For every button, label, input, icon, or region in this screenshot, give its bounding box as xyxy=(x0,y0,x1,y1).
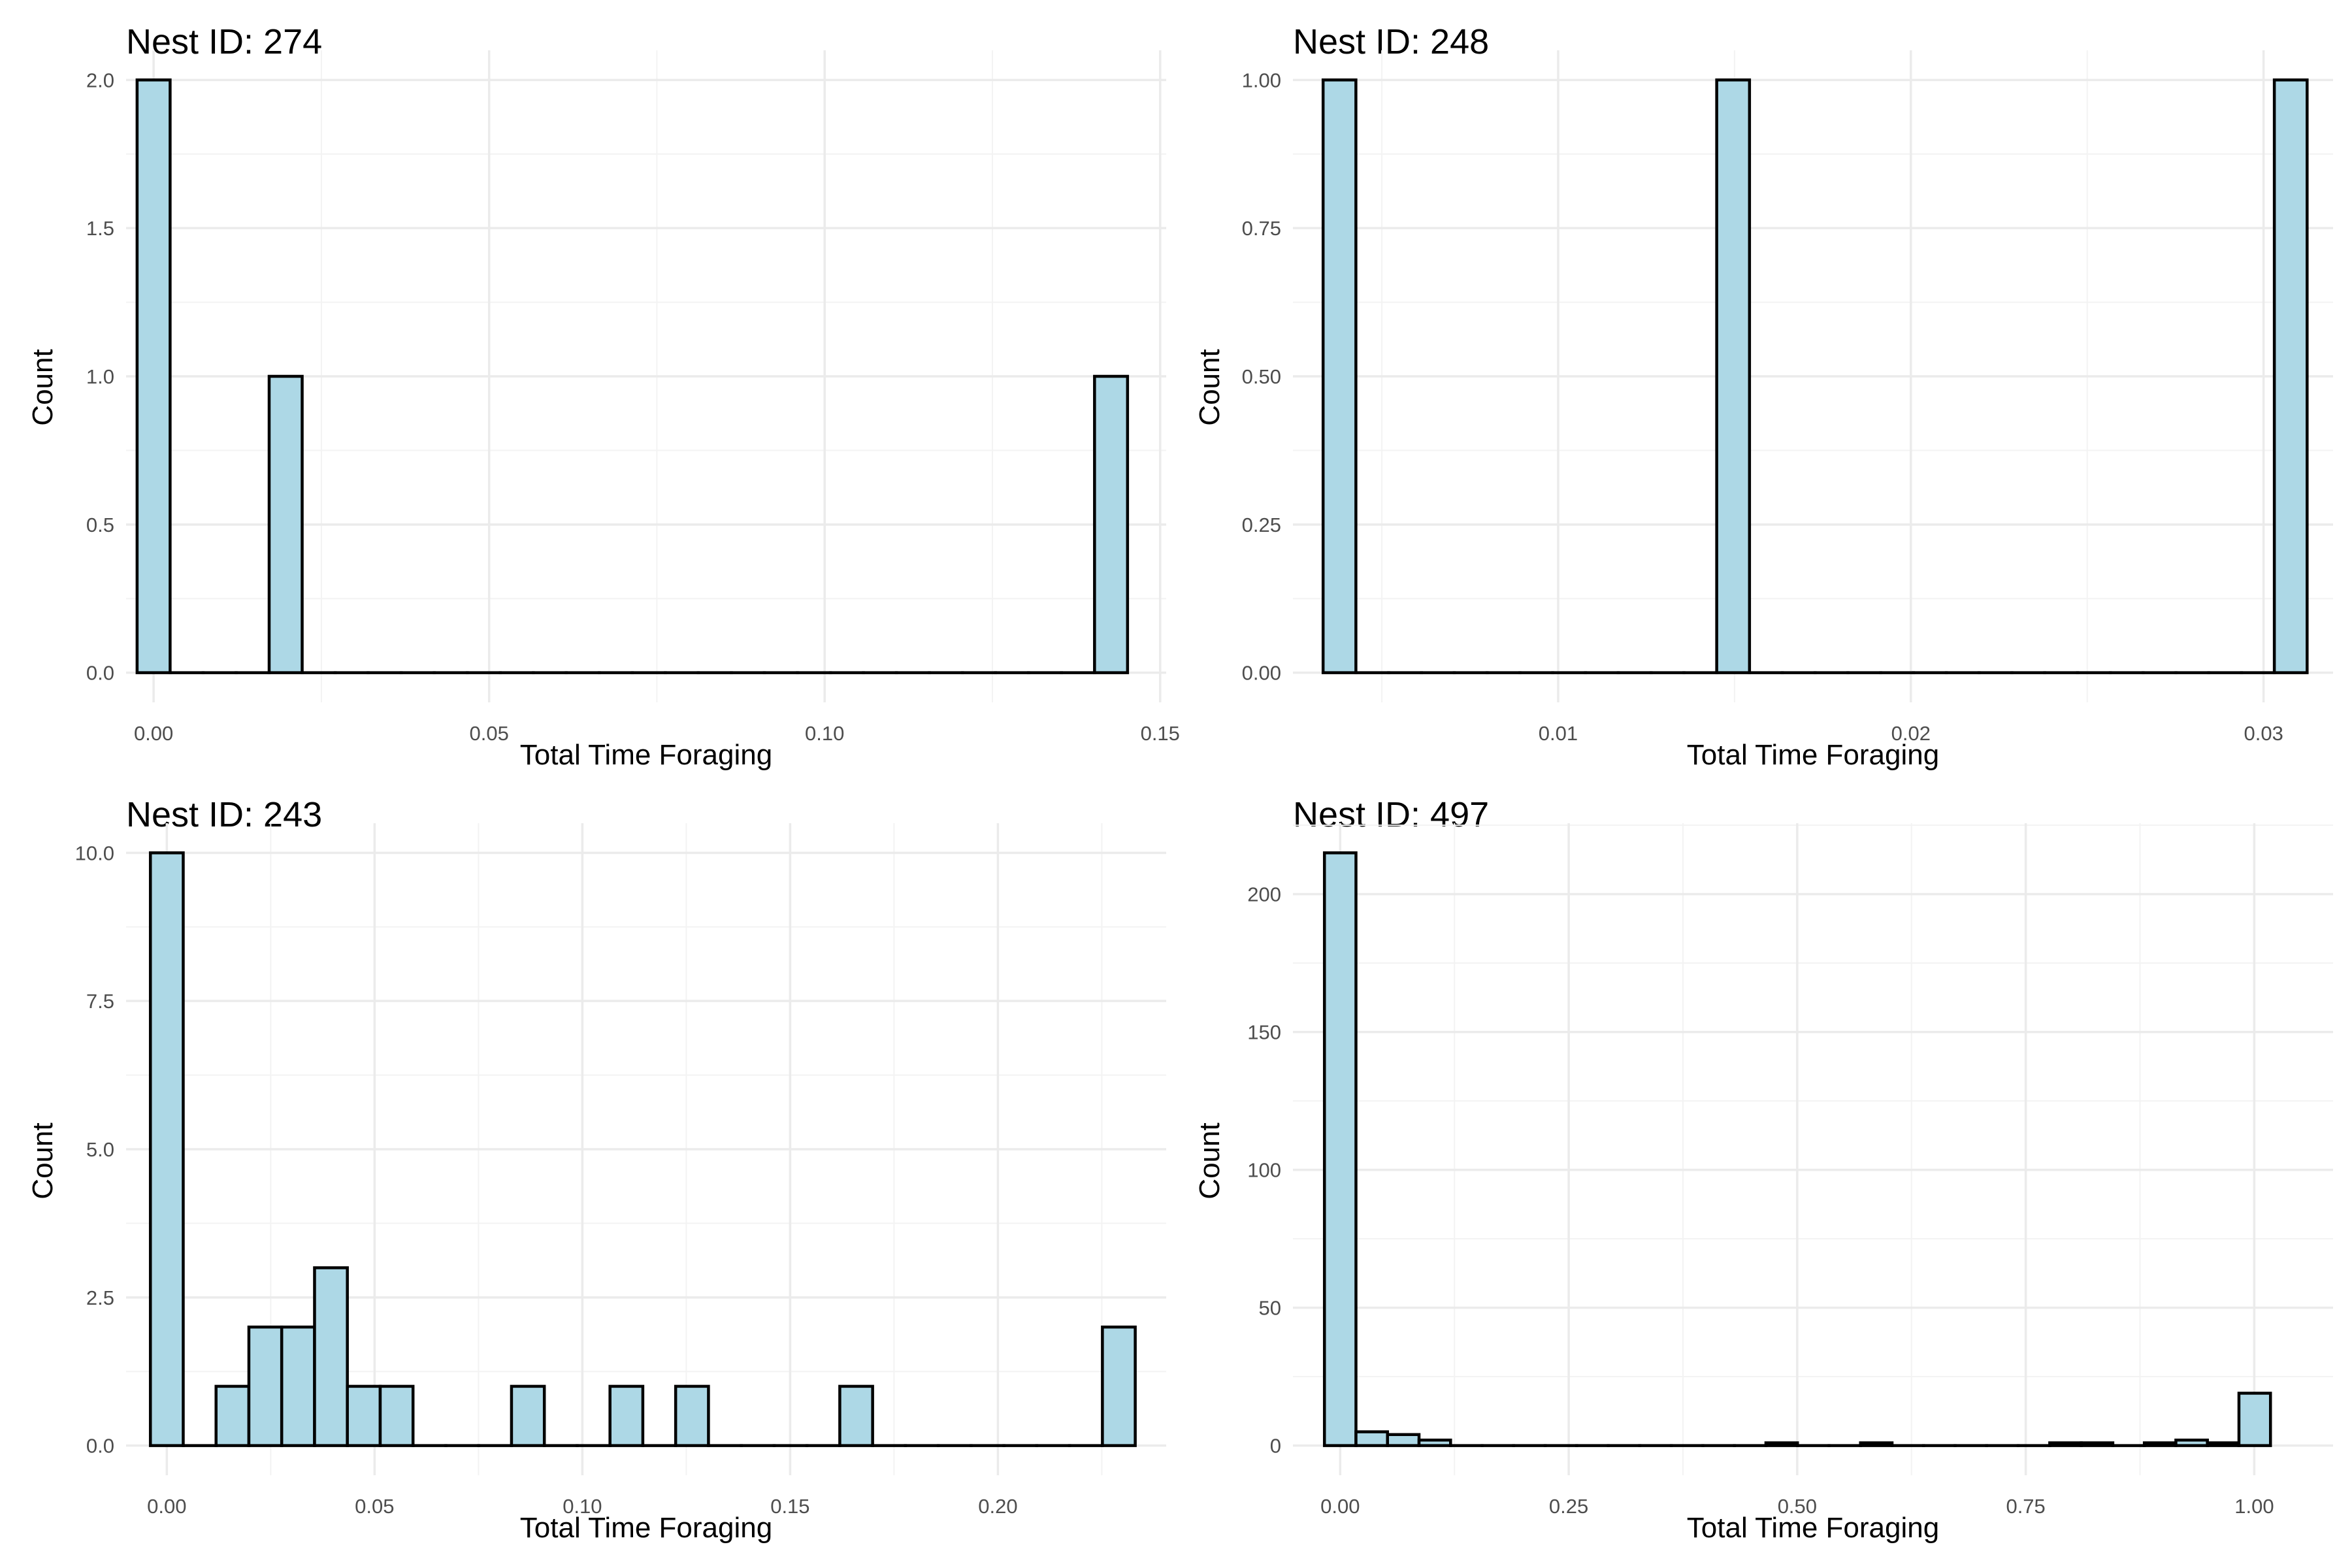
y-tick-label: 2.5 xyxy=(86,1286,114,1309)
x-axis-title: Total Time Foraging xyxy=(1687,1512,1939,1544)
bars xyxy=(148,851,1137,1447)
x-tick-label: 0.15 xyxy=(1141,722,1180,745)
bars xyxy=(1321,78,2309,674)
x-tick-label: 0.10 xyxy=(563,1495,602,1518)
x-tick-labels: 0.00 0.25 0.50 0.75 1.00 xyxy=(1320,1495,2274,1518)
y-tick-label: 200 xyxy=(1247,883,1281,906)
x-tick-label: 0.01 xyxy=(1539,722,1578,745)
y-tick-label: 1.00 xyxy=(1242,69,1281,91)
y-tick-label: 1.0 xyxy=(86,365,114,388)
panel-nest-248: Nest ID: 248 0.01 0.02 0.03 0.000.250.500.… xyxy=(1194,22,2333,771)
y-axis-title: Count xyxy=(27,1122,59,1199)
histogram-bar xyxy=(1715,78,1752,674)
panel-nest-274: Nest ID: 274 0.00 0.05 0.10 0.15 0.0 0.5 1.0 1… xyxy=(27,22,1180,771)
histogram-bar xyxy=(2080,1441,2115,1447)
histogram-bar xyxy=(378,1384,415,1447)
bars xyxy=(135,78,1130,674)
y-tick-label: 0.0 xyxy=(86,662,114,685)
y-tick-label: 150 xyxy=(1247,1021,1281,1044)
histogram-bar xyxy=(1859,1441,1894,1447)
histogram-bar xyxy=(1093,374,1130,674)
y-axis-title: Count xyxy=(1194,349,1226,425)
x-tick-label: 0.50 xyxy=(1778,1495,1817,1518)
y-tick-label: 0.0 xyxy=(86,1435,114,1458)
panel-nest-497: Nest ID: 497 0.00 0.25 0.50 0.75 1.00 0 50 100… xyxy=(1194,795,2333,1544)
x-tick-label: 0.00 xyxy=(1320,1495,1360,1518)
x-tick-label: 0.03 xyxy=(2244,722,2283,745)
x-tick-label: 0.20 xyxy=(978,1495,1017,1518)
histogram-bar xyxy=(608,1384,645,1447)
panel-title: Nest ID: 274 xyxy=(126,22,322,61)
histogram-bar xyxy=(674,1384,710,1447)
histogram-bar xyxy=(135,78,172,674)
histogram-bar xyxy=(313,1266,349,1447)
y-tick-labels: 0.00 0.25 0.50 0.75 1.00 xyxy=(1242,69,1281,684)
x-tick-labels: 0.00 0.05 0.10 0.15 xyxy=(134,722,1180,745)
x-tick-label: 0.15 xyxy=(770,1495,809,1518)
histogram-bar xyxy=(267,374,304,674)
x-axis-title: Total Time Foraging xyxy=(520,739,772,771)
x-tick-label: 1.00 xyxy=(2234,1495,2274,1518)
y-tick-label: 5.0 xyxy=(86,1138,114,1161)
histogram-bar xyxy=(510,1384,546,1447)
histogram-bar xyxy=(2237,1392,2272,1447)
histogram-bar xyxy=(214,1384,251,1447)
histogram-bar xyxy=(2048,1441,2083,1447)
y-tick-label: 0.00 xyxy=(1242,662,1281,685)
y-tick-label: 7.5 xyxy=(86,990,114,1013)
y-tick-labels: 0 50 100 150 200 xyxy=(1247,883,1281,1458)
panel-nest-243: Nest ID: 243 0.00 0.05 0.10 0.15 0.20 0.0 2.5… xyxy=(27,795,1166,1544)
y-tick-label: 100 xyxy=(1247,1159,1281,1182)
x-tick-labels: 0.01 0.02 0.03 xyxy=(1539,722,2283,745)
y-axis-title: Count xyxy=(1194,1122,1226,1199)
histogram-bar xyxy=(1764,1441,1799,1447)
x-tick-labels: 0.00 0.05 0.10 0.15 0.20 xyxy=(147,1495,1017,1518)
x-axis-title: Total Time Foraging xyxy=(520,1512,772,1544)
histogram-bar xyxy=(2206,1441,2241,1447)
histogram-bar xyxy=(1101,1325,1137,1447)
histogram-bar xyxy=(1417,1438,1452,1447)
histogram-bar xyxy=(346,1384,382,1447)
x-tick-label: 0.00 xyxy=(147,1495,186,1518)
y-tick-label: 0.75 xyxy=(1242,217,1281,240)
histogram-bar xyxy=(2272,78,2309,674)
histogram-bar xyxy=(1354,1430,1389,1447)
panel-title: Nest ID: 248 xyxy=(1293,22,1489,61)
y-tick-label: 0.50 xyxy=(1242,365,1281,388)
x-tick-label: 0.05 xyxy=(355,1495,394,1518)
x-tick-label: 0.05 xyxy=(469,722,508,745)
panel-title: Nest ID: 243 xyxy=(126,795,322,834)
histogram-bar xyxy=(1322,851,1358,1447)
histogram-bar xyxy=(838,1384,874,1447)
y-axis-title: Count xyxy=(27,349,59,425)
histogram-bar xyxy=(2174,1438,2209,1447)
y-tick-labels: 0.0 2.5 5.0 7.5 10.0 xyxy=(75,841,114,1457)
y-tick-label: 0.5 xyxy=(86,514,114,536)
y-tick-label: 10.0 xyxy=(75,841,114,864)
y-tick-label: 0 xyxy=(1270,1435,1281,1458)
histogram-bar xyxy=(2142,1441,2178,1447)
x-tick-label: 0.02 xyxy=(1891,722,1931,745)
y-tick-label: 50 xyxy=(1259,1297,1281,1320)
panel-title: Nest ID: 497 xyxy=(1293,795,1489,834)
bars xyxy=(1322,851,2272,1447)
x-tick-label: 0.00 xyxy=(134,722,173,745)
histogram-bar xyxy=(148,851,185,1447)
histogram-bar xyxy=(280,1325,316,1447)
y-tick-label: 2.0 xyxy=(86,69,114,91)
histogram-bar xyxy=(247,1325,284,1447)
y-tick-label: 1.5 xyxy=(86,217,114,240)
y-tick-label: 0.25 xyxy=(1242,514,1281,536)
histogram-bar xyxy=(1321,78,1358,674)
x-axis-title: Total Time Foraging xyxy=(1687,739,1939,771)
x-tick-label: 0.75 xyxy=(2006,1495,2045,1518)
x-tick-label: 0.25 xyxy=(1549,1495,1588,1518)
y-tick-labels: 0.0 0.5 1.0 1.5 2.0 xyxy=(86,69,114,684)
x-tick-label: 0.10 xyxy=(805,722,844,745)
histogram-bar xyxy=(1386,1433,1421,1447)
